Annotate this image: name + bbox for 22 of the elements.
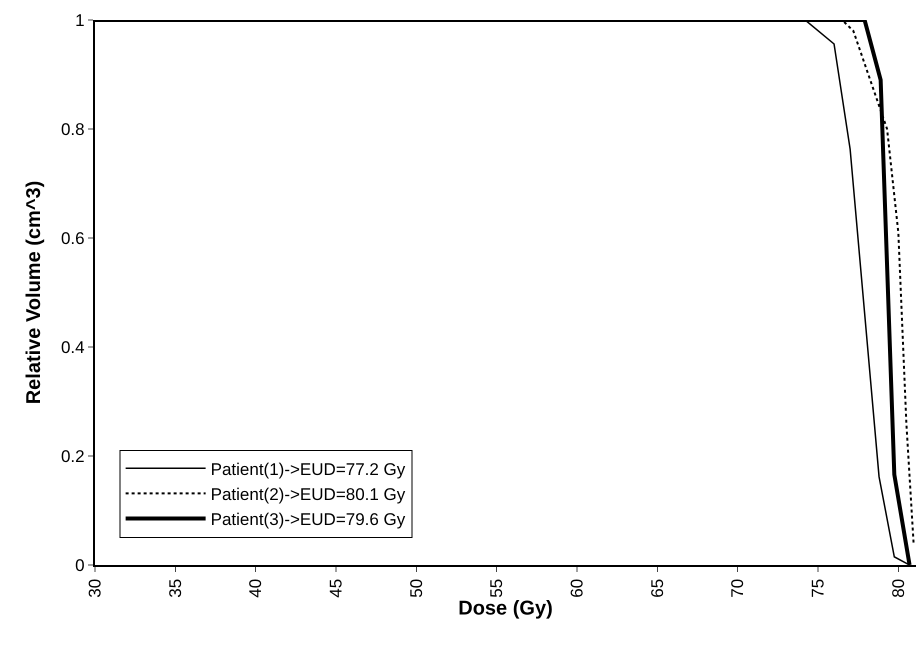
legend-label: Patient(2)->EUD=80.1 Gy (210, 485, 406, 504)
x-tick-label: 65 (648, 578, 667, 598)
x-tick-label: 70 (728, 578, 748, 598)
y-tick-label: 0 (75, 556, 85, 575)
x-tick-label: 40 (246, 578, 266, 598)
x-tick-label: 55 (487, 578, 506, 598)
x-axis-title: Dose (Gy) (458, 598, 553, 620)
x-tick-label: 45 (326, 578, 346, 598)
y-tick-label: 0.4 (60, 338, 85, 357)
y-tick-label: 0.2 (60, 446, 85, 466)
y-tick-label: 1 (75, 10, 85, 30)
x-tick-label: 80 (888, 578, 908, 598)
x-tick-label: 60 (568, 578, 587, 598)
y-axis-title: Relative Volume (cm^3) (22, 180, 45, 404)
x-tick-label: 50 (406, 578, 426, 598)
x-tick-label: 30 (86, 578, 105, 598)
y-tick-label: 0.6 (60, 228, 85, 248)
x-tick-label: 35 (166, 578, 185, 598)
x-tick-label: 75 (808, 578, 828, 598)
legend-label: Patient(3)->EUD=79.6 Gy (210, 510, 406, 530)
y-tick-label: 0.8 (60, 120, 85, 139)
legend-label: Patient(1)->EUD=77.2 Gy (210, 460, 406, 479)
